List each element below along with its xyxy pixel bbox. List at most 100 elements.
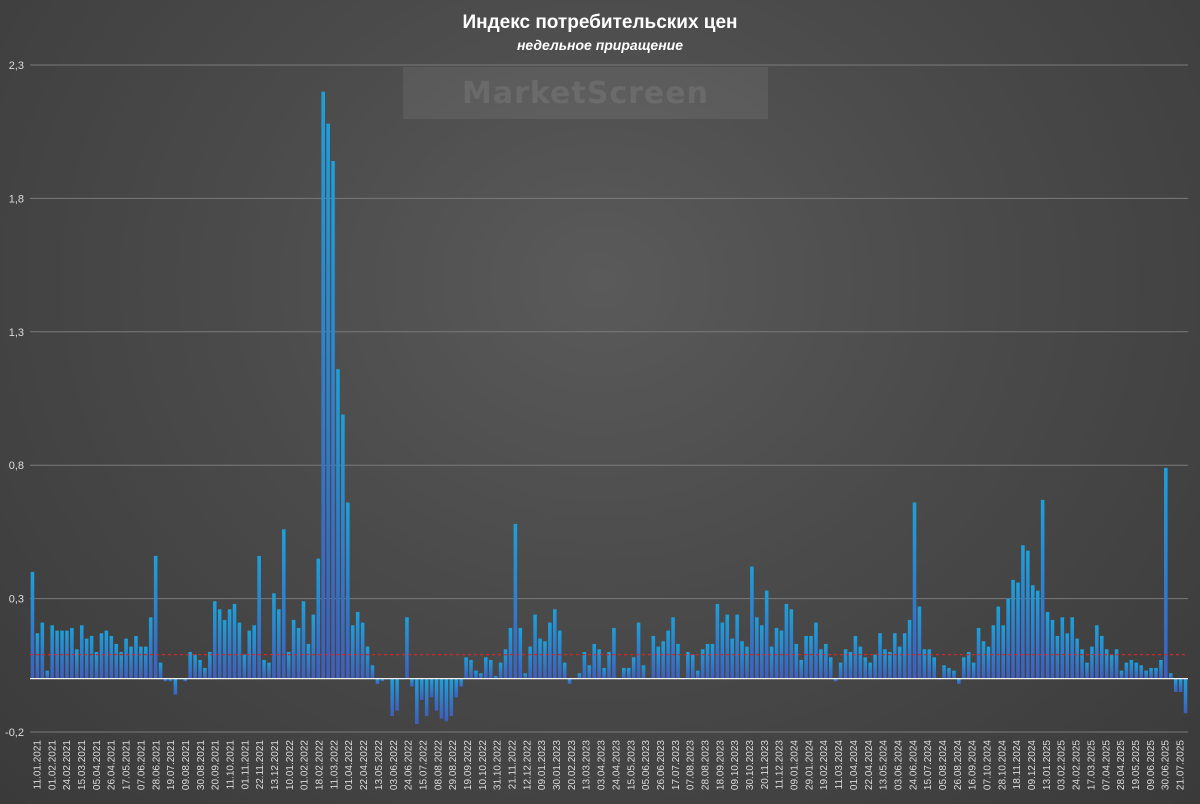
x-tick-label: 11.03.2022 (329, 740, 340, 790)
bar (966, 651, 971, 679)
x-tick-label: 05.04.2021 (92, 740, 103, 790)
bar (567, 678, 572, 684)
x-tick-label: 30.06.2025 (1161, 740, 1172, 790)
bar (227, 609, 232, 679)
bar (538, 638, 542, 679)
bar (562, 662, 567, 679)
bar (543, 641, 547, 679)
bar (1119, 670, 1124, 679)
bar (962, 657, 966, 679)
x-tick-label: 17.07.2023 (671, 740, 682, 790)
bar (1134, 662, 1139, 679)
x-tick-label: 11.03.2024 (834, 740, 845, 790)
x-tick-label: 16.09.2024 (968, 740, 979, 790)
x-tick-label: 03.06.2024 (893, 740, 904, 790)
bar (1080, 649, 1084, 679)
bar (577, 673, 582, 679)
bar (316, 558, 321, 679)
bar (55, 630, 59, 679)
bar (153, 555, 158, 679)
bar (676, 643, 680, 679)
bar (464, 657, 468, 679)
x-tick-label: 03.04.2023 (597, 740, 608, 790)
bar (360, 622, 365, 679)
bar (306, 643, 311, 679)
bar (424, 678, 429, 716)
x-tick-label: 30.10.2023 (745, 740, 756, 790)
bar (488, 659, 493, 679)
bar (109, 635, 114, 679)
bar (326, 123, 330, 679)
bar (89, 635, 94, 679)
x-tick-label: 28.04.2025 (1116, 740, 1127, 790)
bar (794, 643, 799, 679)
bar (725, 614, 730, 679)
bar (429, 678, 434, 698)
bar (671, 617, 675, 679)
x-tick-label: 22.04.2022 (359, 740, 370, 790)
x-tick-label: 13.03.2023 (582, 740, 593, 790)
bar (114, 643, 119, 679)
bar (631, 657, 636, 679)
bar (479, 673, 483, 679)
x-tick-label: 10.01.2022 (285, 740, 296, 790)
bar (336, 369, 340, 679)
bar (1173, 678, 1178, 692)
bar (163, 678, 168, 682)
bar (922, 649, 927, 679)
y-tick-label: 2,3 (9, 60, 24, 72)
x-tick-label: 15.07.2022 (418, 740, 429, 790)
bar (50, 625, 54, 679)
x-tick-label: 15.05.2023 (626, 740, 637, 790)
bar (1090, 646, 1094, 679)
bar (1168, 673, 1173, 679)
bar (824, 643, 828, 679)
bar (217, 609, 222, 679)
bar (1040, 499, 1045, 679)
bar (410, 678, 414, 687)
x-tick-label: 13.12.2021 (270, 740, 281, 790)
bars (30, 91, 1188, 724)
bar (626, 667, 631, 679)
bar (277, 609, 281, 679)
x-tick-label: 24.06.2022 (404, 740, 415, 790)
y-tick-label: -0,2 (5, 727, 24, 739)
x-tick-label: 18.02.2022 (315, 740, 326, 790)
bar (257, 555, 261, 679)
bar (656, 646, 661, 679)
bar (454, 678, 459, 698)
bar (1055, 635, 1060, 679)
bar (1085, 662, 1089, 679)
bar (942, 665, 946, 679)
x-tick-label: 30.01.2023 (552, 740, 563, 790)
bar (296, 627, 301, 679)
bar (700, 649, 705, 679)
bar (819, 649, 823, 679)
bar (848, 651, 853, 679)
bar (70, 627, 74, 679)
bar (981, 641, 986, 679)
bar (686, 651, 690, 679)
x-tick-label: 13.05.2022 (374, 740, 385, 790)
bar (188, 651, 192, 679)
bar (208, 651, 212, 679)
x-tick-label: 24.02.2025 (1072, 740, 1083, 790)
bar (237, 622, 242, 679)
bar (390, 678, 394, 716)
bar (730, 638, 734, 679)
x-tick-label: 26.08.2024 (953, 740, 964, 790)
x-tick-label: 15.07.2024 (923, 740, 934, 790)
bar (99, 633, 104, 679)
bar (503, 649, 508, 679)
x-tick-label: 03.06.2022 (389, 740, 400, 790)
bar (350, 625, 355, 679)
bar (804, 635, 808, 679)
bar (439, 678, 444, 719)
x-tick-label: 24.06.2024 (908, 740, 919, 790)
x-tick-label: 01.02.2022 (300, 740, 311, 790)
bar (222, 619, 227, 679)
bar (341, 414, 345, 679)
bar (415, 678, 419, 724)
bar (493, 675, 498, 679)
